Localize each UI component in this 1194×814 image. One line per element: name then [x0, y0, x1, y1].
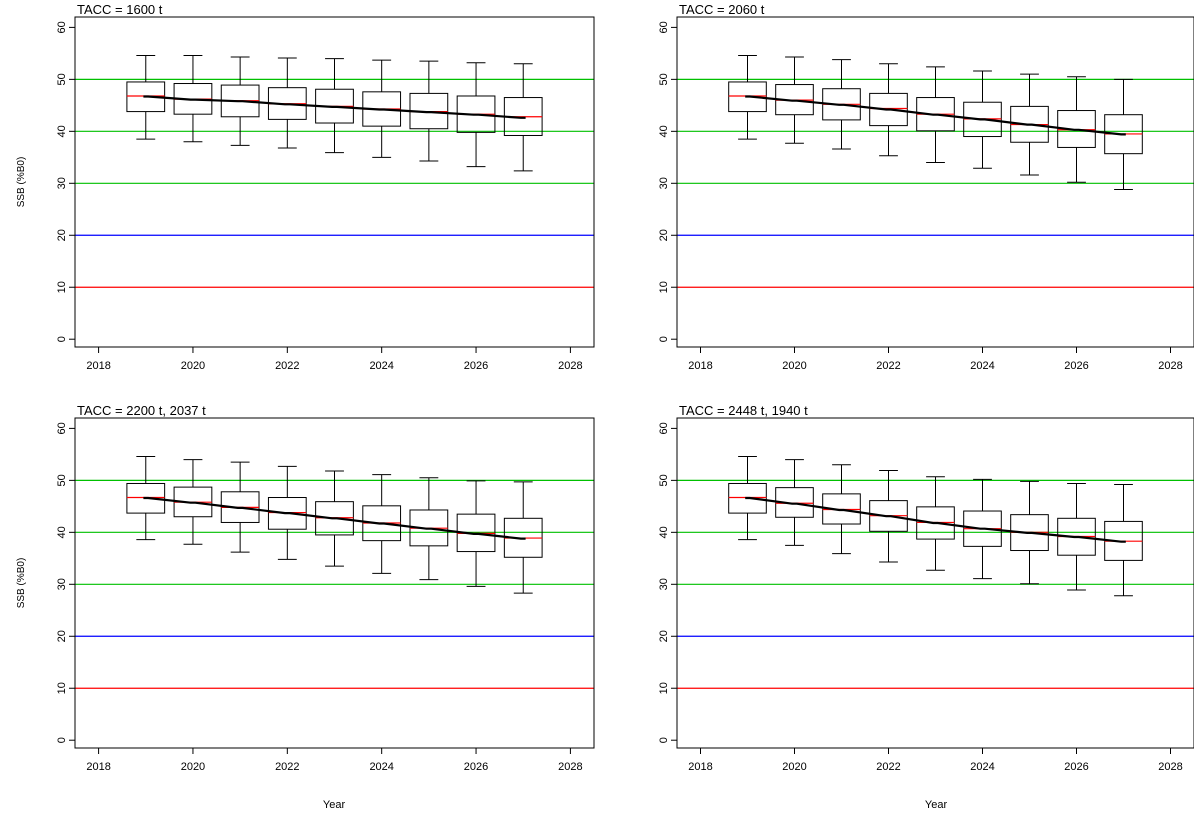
boxplot-group	[728, 54, 1143, 191]
panel-4: 2018 2020 2022 2024 2026 2028 0 10 20 30 40 50 60 TAC…	[658, 403, 1194, 773]
x-tick-label-2028: 2028	[1158, 360, 1182, 372]
panel-1: 2018 2020 2022 2024 2026 2028 0 10 20 30 40 50 60 TAC…	[16, 2, 595, 372]
x-tick-label-2018: 2018	[688, 360, 712, 372]
y-tick-label-0: 0	[56, 336, 68, 342]
y-tick-label-20: 20	[658, 229, 670, 241]
mean-trend-line	[745, 95, 1126, 136]
x-tick-label-2028: 2028	[1158, 761, 1182, 773]
x-axis-label-left: Year	[323, 799, 346, 811]
y-tick-label-30: 30	[56, 578, 68, 590]
y-tick-label-60: 60	[56, 422, 68, 434]
y-tick-label-20: 20	[658, 630, 670, 642]
boxplot-group	[728, 455, 1143, 597]
x-tick-label-2020: 2020	[181, 761, 205, 773]
x-tick-label-2026: 2026	[464, 761, 488, 773]
y-tick-label-30: 30	[56, 177, 68, 189]
box-2019	[126, 482, 166, 514]
panel-title: TACC = 2200 t, 2037 t	[77, 403, 206, 418]
y-tick-label-40: 40	[658, 526, 670, 538]
x-tick-label-2022: 2022	[275, 360, 299, 372]
y-tick-label-50: 50	[658, 73, 670, 85]
y-tick-label-50: 50	[56, 73, 68, 85]
y-tick-label-60: 60	[658, 422, 670, 434]
x-tick-label-2018: 2018	[86, 360, 110, 372]
x-tick-label-2026: 2026	[1064, 761, 1088, 773]
box-2022	[869, 92, 908, 127]
panel-3: 2018 2020 2022 2024 2026 2028 0 10 20 30 40 50 60 TAC…	[16, 403, 595, 773]
y-tick-label-0: 0	[56, 737, 68, 743]
y-tick-label-40: 40	[658, 125, 670, 137]
x-tick-label-2028: 2028	[558, 761, 582, 773]
y-tick-label-0: 0	[658, 336, 670, 342]
y-tick-label-10: 10	[56, 281, 68, 293]
plot-frame	[676, 417, 1194, 749]
plot-frame	[676, 16, 1194, 348]
y-tick-label-60: 60	[658, 21, 670, 33]
y-tick-label-50: 50	[658, 474, 670, 486]
y-tick-label-20: 20	[56, 630, 68, 642]
x-tick-label-2020: 2020	[181, 360, 205, 372]
x-tick-label-2028: 2028	[558, 360, 582, 372]
y-tick-label-50: 50	[56, 474, 68, 486]
y-tick-label-30: 30	[658, 578, 670, 590]
x-axis-label-right: Year	[925, 799, 948, 811]
y-tick-label-30: 30	[658, 177, 670, 189]
x-tick-label-2024: 2024	[369, 761, 393, 773]
x-tick-label-2024: 2024	[970, 761, 994, 773]
plot-frame	[74, 417, 595, 749]
y-tick-label-10: 10	[658, 281, 670, 293]
panels: 2018 2020 2022 2024 2026 20280102030405060TAC…	[16, 2, 1194, 773]
mean-trend-line	[143, 95, 526, 119]
y-axis-label: SSB (%B0)	[16, 558, 27, 609]
box-2019	[728, 81, 767, 113]
box-2026	[1057, 110, 1096, 148]
x-tick-label-2020: 2020	[782, 761, 806, 773]
plot-frame	[74, 16, 595, 348]
y-tick-label-40: 40	[56, 526, 68, 538]
x-tick-label-2026: 2026	[464, 360, 488, 372]
x-tick-label-2024: 2024	[970, 360, 994, 372]
y-tick-label-0: 0	[658, 737, 670, 743]
y-axis-label: SSB (%B0)	[16, 157, 27, 208]
panel-title: TACC = 1600 t	[77, 2, 163, 17]
x-tick-label-2020: 2020	[782, 360, 806, 372]
x-tick-label-2022: 2022	[876, 360, 900, 372]
y-tick-label-10: 10	[658, 682, 670, 694]
y-tick-label-60: 60	[56, 21, 68, 33]
mean-trend-line	[745, 496, 1126, 543]
x-tick-label-2022: 2022	[275, 761, 299, 773]
y-tick-label-20: 20	[56, 229, 68, 241]
panel-title: TACC = 2060 t	[679, 2, 765, 17]
x-tick-label-2024: 2024	[369, 360, 393, 372]
boxplot-group	[126, 54, 543, 172]
x-tick-label-2022: 2022	[876, 761, 900, 773]
box-2019	[728, 482, 767, 514]
mean-trend-line	[143, 496, 526, 540]
y-tick-label-40: 40	[56, 125, 68, 137]
y-tick-label-10: 10	[56, 682, 68, 694]
box-2022	[267, 497, 307, 530]
boxplot-group	[126, 455, 543, 594]
x-tick-label-2026: 2026	[1064, 360, 1088, 372]
x-tick-label-2018: 2018	[688, 761, 712, 773]
x-tick-label-2018: 2018	[86, 761, 110, 773]
panel-2: 2018 2020 2022 2024 2026 2028 0 10 20 30 40 50 60 TAC…	[658, 2, 1194, 372]
panel-title: TACC = 2448 t, 1940 t	[679, 403, 808, 418]
